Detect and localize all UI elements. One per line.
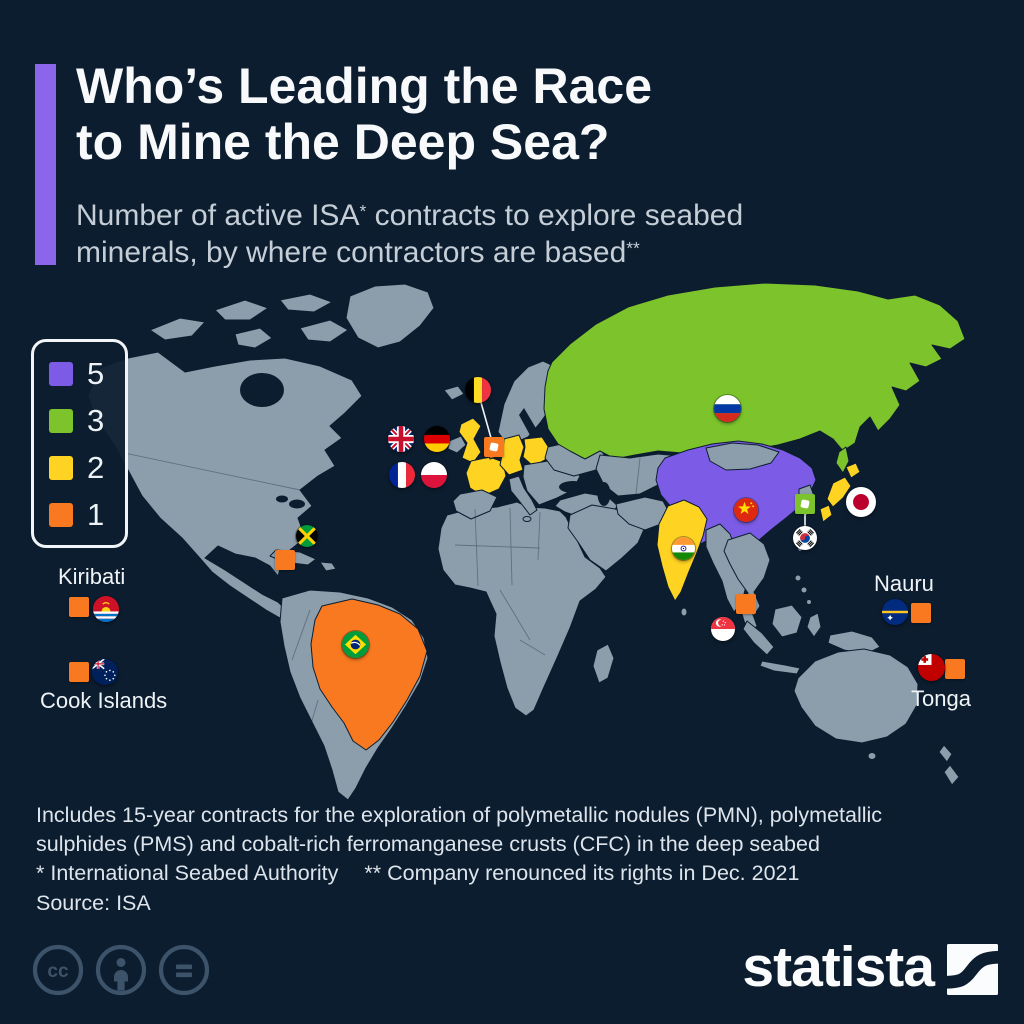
legend-swatch-2 xyxy=(49,456,73,480)
label-nauru: Nauru xyxy=(874,571,934,596)
legend-row: 1 xyxy=(49,497,125,533)
flag-singapore-icon xyxy=(711,617,735,641)
country-greenland xyxy=(345,283,435,349)
flag-poland-icon xyxy=(421,462,447,488)
legend-swatch-1 xyxy=(49,503,73,527)
title-line-2: to Mine the Deep Sea? xyxy=(76,114,610,170)
country-japan xyxy=(845,462,861,479)
title-accent-bar xyxy=(35,64,56,265)
map-legend: 5 3 2 1 xyxy=(31,339,128,548)
footnote-line-2: sulphides (PMS) and cobalt-rich ferroman… xyxy=(36,832,820,856)
continents xyxy=(87,282,966,801)
label-tonga: Tonga xyxy=(911,686,971,711)
statista-brand: statista xyxy=(742,935,998,999)
flag-japan-icon xyxy=(846,487,876,517)
legend-value: 3 xyxy=(87,403,105,438)
legend-row: 2 xyxy=(49,450,125,486)
statista-wordmark: statista xyxy=(742,935,935,999)
footnote-line-3: * International Seabed Authority ** Compa… xyxy=(36,861,800,885)
flag-uk-icon xyxy=(388,426,414,452)
country-mongolia xyxy=(705,442,780,471)
cc-icon xyxy=(32,944,84,996)
legend-swatch-5 xyxy=(49,362,73,386)
flag-france-icon xyxy=(389,462,415,488)
marker-square-tonga xyxy=(945,659,965,679)
flag-jamaica-icon xyxy=(296,525,318,547)
flag-south-korea-icon xyxy=(793,526,817,550)
country-australia xyxy=(793,648,919,744)
flag-russia-icon xyxy=(714,395,741,422)
legend-row: 3 xyxy=(49,403,125,439)
marker-square-kiribati xyxy=(69,597,89,617)
continent-africa xyxy=(437,501,607,717)
flag-tonga-icon xyxy=(918,654,945,681)
marker-square-cook-islands xyxy=(69,662,89,682)
label-cook-islands: Cook Islands xyxy=(40,688,168,713)
country-uk xyxy=(458,417,482,464)
page-title: Who’s Leading the Race to Mine the Deep … xyxy=(76,58,652,170)
title-line-1: Who’s Leading the Race xyxy=(76,58,653,114)
country-brazil xyxy=(310,598,428,751)
country-france xyxy=(465,456,507,497)
legend-value: 5 xyxy=(87,356,105,391)
flag-nauru-icon xyxy=(882,599,908,625)
label-kiribati: Kiribati xyxy=(58,564,126,589)
marker-square-south-korea xyxy=(795,494,815,514)
flag-kiribati-icon xyxy=(93,596,119,622)
flag-belgium-icon xyxy=(465,377,491,403)
marker-square-jamaica xyxy=(275,550,295,570)
legend-row: 5 xyxy=(49,356,125,392)
legend-value: 2 xyxy=(87,450,105,485)
cc-nd-icon xyxy=(158,944,210,996)
flag-india-icon xyxy=(672,537,695,560)
flag-germany-icon xyxy=(424,426,450,452)
continent-north-america xyxy=(87,351,363,619)
cc-license-icons: cc xyxy=(32,944,210,996)
statista-logo-icon xyxy=(947,944,998,995)
country-russia xyxy=(543,282,966,460)
legend-swatch-3 xyxy=(49,409,73,433)
marker-square-nauru xyxy=(911,603,931,623)
flag-cook-islands-icon xyxy=(92,659,118,685)
legend-value: 1 xyxy=(87,497,105,532)
svg-text:cc: cc xyxy=(47,961,69,982)
source-label: Source: ISA xyxy=(36,891,151,915)
cc-by-icon xyxy=(95,944,147,996)
marker-square-belgium xyxy=(484,437,504,457)
flag-brazil-icon xyxy=(342,631,369,658)
page-subtitle: Number of active ISA* contracts to explo… xyxy=(76,199,744,270)
marker-square-singapore xyxy=(736,594,756,614)
footnote-line-1: Includes 15-year contracts for the explo… xyxy=(36,803,883,827)
flag-china-icon xyxy=(734,498,758,522)
footnotes: Includes 15-year contracts for the explo… xyxy=(36,801,882,888)
